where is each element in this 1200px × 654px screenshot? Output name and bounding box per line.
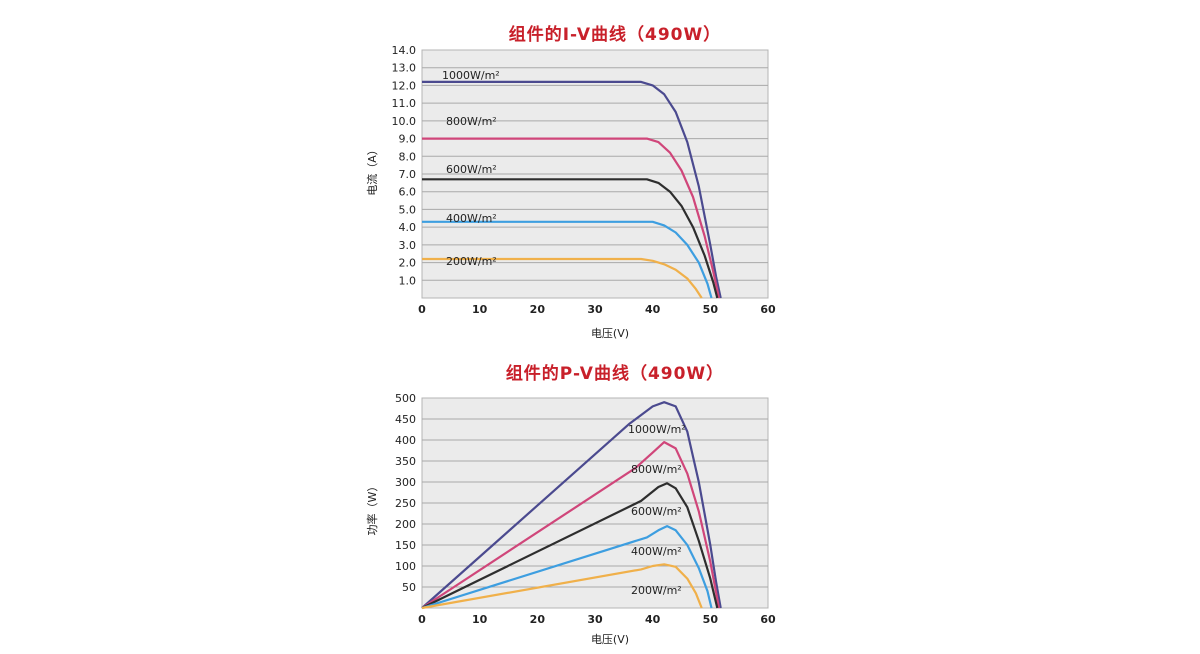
pv-series-line — [421, 401, 722, 609]
iv-y-tick-label: 3.0 — [399, 239, 417, 252]
pv-y-tick-label: 450 — [395, 413, 416, 426]
iv-series-label: 1000W/m² — [442, 69, 500, 82]
iv-y-tick-label: 8.0 — [399, 150, 417, 163]
iv-y-tick-label: 11.0 — [392, 97, 417, 110]
iv-x-tick-label: 50 — [703, 303, 719, 316]
iv-y-tick-label: 5.0 — [399, 203, 417, 216]
pv-x-tick-label: 60 — [760, 613, 776, 626]
iv-y-axis-label: 电流（A） — [365, 144, 379, 196]
pv-x-axis: 0 10 20 30 40 50 60 — [418, 613, 776, 626]
pv-series-label: 400W/m² — [631, 545, 682, 558]
iv-x-axis: 0 10 20 30 40 50 60 — [418, 303, 776, 316]
iv-y-tick-label: 6.0 — [399, 186, 417, 199]
iv-series-line — [422, 80, 722, 299]
iv-y-tick-label: 14.0 — [392, 44, 417, 57]
iv-series-line — [422, 220, 713, 299]
pv-y-tick-label: 50 — [402, 581, 416, 594]
pv-x-tick-label: 30 — [587, 613, 603, 626]
iv-x-tick-label: 20 — [530, 303, 546, 316]
iv-series-line — [422, 257, 703, 299]
pv-x-tick-label: 20 — [530, 613, 546, 626]
iv-x-tick-label: 10 — [472, 303, 488, 316]
iv-x-tick-label: 60 — [760, 303, 776, 316]
iv-series-label: 800W/m² — [446, 115, 497, 128]
pv-series-label: 200W/m² — [631, 584, 682, 597]
pv-series-label: 800W/m² — [631, 463, 682, 476]
iv-x-tick-label: 0 — [418, 303, 426, 316]
iv-series-line — [422, 178, 719, 299]
pv-x-tick-label: 10 — [472, 613, 488, 626]
pv-y-axis-label: 功率（W） — [365, 481, 379, 536]
iv-y-tick-label: 10.0 — [392, 115, 417, 128]
pv-series-line — [421, 482, 719, 609]
iv-series-label: 400W/m² — [446, 212, 497, 225]
pv-series-line — [421, 563, 703, 610]
pv-y-tick-label: 200 — [395, 518, 416, 531]
pv-y-tick-label: 400 — [395, 434, 416, 447]
pv-series-label: 1000W/m² — [628, 423, 686, 436]
pv-x-axis-label: 电压(V) — [591, 633, 629, 646]
iv-chart-title: 组件的I-V曲线（490W） — [508, 25, 722, 45]
pv-series-line — [421, 441, 721, 609]
pv-x-tick-label: 50 — [703, 613, 719, 626]
iv-x-axis-label: 电压(V) — [591, 327, 629, 340]
pv-y-tick-label: 350 — [395, 455, 416, 468]
pv-y-tick-label: 100 — [395, 560, 416, 573]
iv-y-tick-label: 13.0 — [392, 62, 417, 75]
iv-series-label: 200W/m² — [446, 255, 497, 268]
iv-y-tick-label: 12.0 — [392, 79, 417, 92]
iv-series-line — [422, 137, 721, 299]
pv-x-tick-label: 40 — [645, 613, 661, 626]
iv-y-tick-label: 4.0 — [399, 221, 417, 234]
pv-series-label: 600W/m² — [631, 505, 682, 518]
pv-x-tick-label: 0 — [418, 613, 426, 626]
pv-y-tick-label: 250 — [395, 497, 416, 510]
iv-x-tick-label: 40 — [645, 303, 661, 316]
pv-y-tick-label: 150 — [395, 539, 416, 552]
iv-y-tick-label: 9.0 — [399, 133, 417, 146]
iv-y-tick-label: 2.0 — [399, 257, 417, 270]
pv-y-tick-label: 500 — [395, 392, 416, 405]
iv-series-label: 600W/m² — [446, 163, 497, 176]
pv-y-tick-label: 300 — [395, 476, 416, 489]
pv-chart-title: 组件的P-V曲线（490W） — [505, 364, 725, 384]
iv-x-tick-label: 30 — [587, 303, 603, 316]
iv-y-tick-label: 1.0 — [399, 274, 417, 287]
pv-series-line — [421, 525, 713, 610]
iv-y-axis: 1.0 2.0 3.0 4.0 5.0 6.0 7.0 8.0 9.0 10.0 11.0 12.0 1… — [392, 44, 768, 287]
iv-y-tick-label: 7.0 — [399, 168, 417, 181]
